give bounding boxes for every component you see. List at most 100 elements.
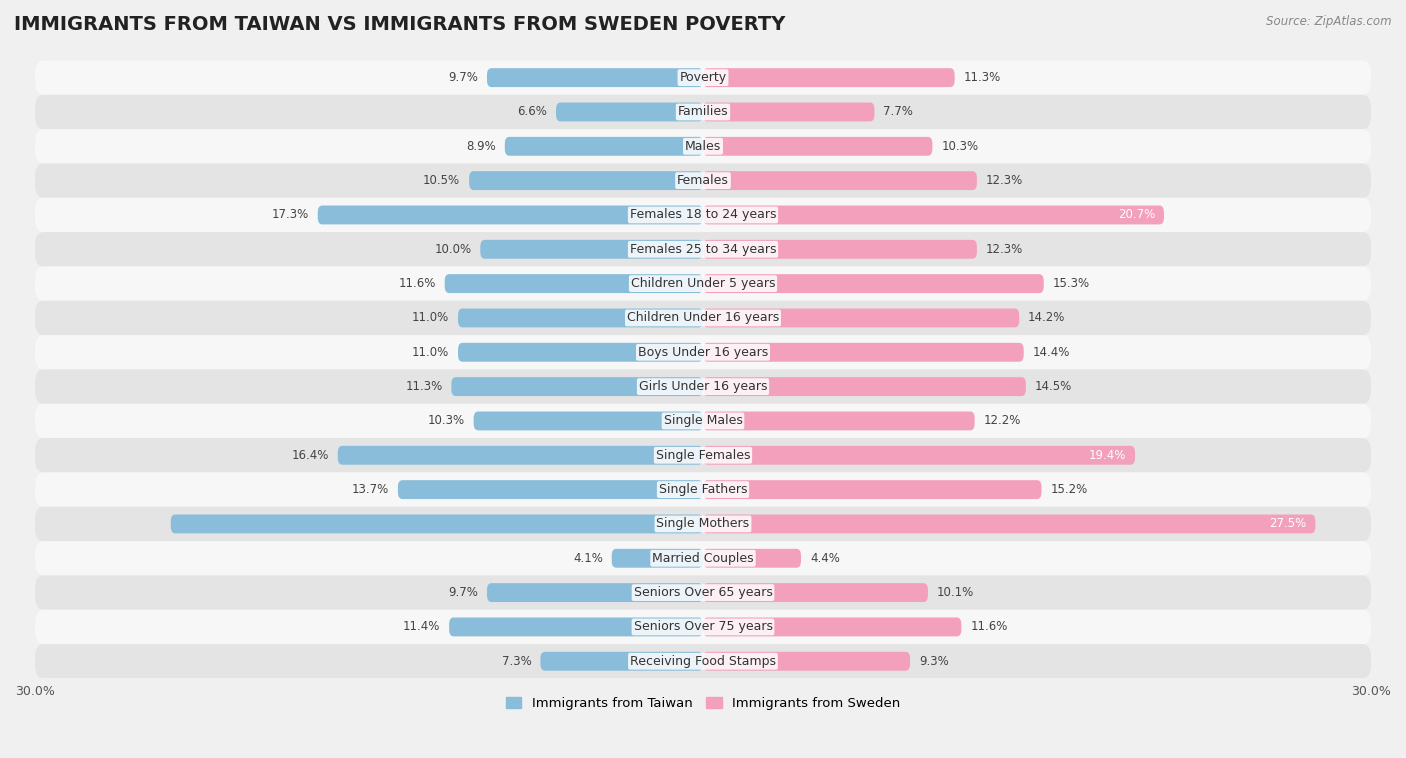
Text: 17.3%: 17.3%	[271, 208, 309, 221]
FancyBboxPatch shape	[35, 232, 1371, 267]
Text: Children Under 5 years: Children Under 5 years	[631, 277, 775, 290]
Text: 10.3%: 10.3%	[427, 415, 465, 428]
Text: 4.1%: 4.1%	[572, 552, 603, 565]
Text: Females: Females	[678, 174, 728, 187]
FancyBboxPatch shape	[35, 198, 1371, 232]
FancyBboxPatch shape	[540, 652, 703, 671]
FancyBboxPatch shape	[555, 102, 703, 121]
FancyBboxPatch shape	[35, 95, 1371, 129]
Text: 12.3%: 12.3%	[986, 174, 1024, 187]
FancyBboxPatch shape	[703, 549, 801, 568]
Text: Families: Families	[678, 105, 728, 118]
Text: 11.6%: 11.6%	[970, 621, 1008, 634]
Text: Single Males: Single Males	[664, 415, 742, 428]
FancyBboxPatch shape	[398, 480, 703, 499]
Text: 7.3%: 7.3%	[502, 655, 531, 668]
FancyBboxPatch shape	[35, 129, 1371, 164]
Text: IMMIGRANTS FROM TAIWAN VS IMMIGRANTS FROM SWEDEN POVERTY: IMMIGRANTS FROM TAIWAN VS IMMIGRANTS FRO…	[14, 15, 786, 34]
Text: 15.3%: 15.3%	[1053, 277, 1090, 290]
FancyBboxPatch shape	[444, 274, 703, 293]
FancyBboxPatch shape	[703, 205, 1164, 224]
FancyBboxPatch shape	[703, 343, 1024, 362]
Text: 10.5%: 10.5%	[423, 174, 460, 187]
FancyBboxPatch shape	[703, 652, 910, 671]
FancyBboxPatch shape	[703, 480, 1042, 499]
FancyBboxPatch shape	[505, 137, 703, 155]
Text: Poverty: Poverty	[679, 71, 727, 84]
Text: Females 18 to 24 years: Females 18 to 24 years	[630, 208, 776, 221]
Text: 19.4%: 19.4%	[1088, 449, 1126, 462]
FancyBboxPatch shape	[35, 267, 1371, 301]
FancyBboxPatch shape	[35, 541, 1371, 575]
FancyBboxPatch shape	[35, 609, 1371, 644]
FancyBboxPatch shape	[35, 472, 1371, 507]
Text: 10.1%: 10.1%	[936, 586, 974, 599]
FancyBboxPatch shape	[35, 404, 1371, 438]
FancyBboxPatch shape	[35, 507, 1371, 541]
Text: 13.7%: 13.7%	[352, 483, 389, 496]
Text: Boys Under 16 years: Boys Under 16 years	[638, 346, 768, 359]
FancyBboxPatch shape	[451, 377, 703, 396]
Text: Males: Males	[685, 139, 721, 153]
FancyBboxPatch shape	[703, 377, 1026, 396]
FancyBboxPatch shape	[481, 240, 703, 258]
FancyBboxPatch shape	[703, 618, 962, 637]
FancyBboxPatch shape	[35, 644, 1371, 678]
Text: 12.2%: 12.2%	[984, 415, 1021, 428]
FancyBboxPatch shape	[703, 309, 1019, 327]
FancyBboxPatch shape	[703, 68, 955, 87]
Text: 11.3%: 11.3%	[405, 380, 443, 393]
FancyBboxPatch shape	[703, 412, 974, 431]
Text: Receiving Food Stamps: Receiving Food Stamps	[630, 655, 776, 668]
Text: Seniors Over 75 years: Seniors Over 75 years	[634, 621, 772, 634]
FancyBboxPatch shape	[318, 205, 703, 224]
FancyBboxPatch shape	[474, 412, 703, 431]
Text: 14.2%: 14.2%	[1028, 312, 1066, 324]
FancyBboxPatch shape	[703, 137, 932, 155]
FancyBboxPatch shape	[35, 164, 1371, 198]
FancyBboxPatch shape	[703, 583, 928, 602]
Text: 6.6%: 6.6%	[517, 105, 547, 118]
Text: Seniors Over 65 years: Seniors Over 65 years	[634, 586, 772, 599]
Text: Source: ZipAtlas.com: Source: ZipAtlas.com	[1267, 15, 1392, 28]
Text: Married Couples: Married Couples	[652, 552, 754, 565]
Text: 14.4%: 14.4%	[1032, 346, 1070, 359]
FancyBboxPatch shape	[170, 515, 703, 534]
FancyBboxPatch shape	[35, 575, 1371, 609]
FancyBboxPatch shape	[703, 171, 977, 190]
Text: Females 25 to 34 years: Females 25 to 34 years	[630, 243, 776, 255]
Text: 11.0%: 11.0%	[412, 312, 449, 324]
Text: 11.4%: 11.4%	[404, 621, 440, 634]
FancyBboxPatch shape	[35, 61, 1371, 95]
FancyBboxPatch shape	[703, 274, 1043, 293]
Text: 12.3%: 12.3%	[986, 243, 1024, 255]
Legend: Immigrants from Taiwan, Immigrants from Sweden: Immigrants from Taiwan, Immigrants from …	[501, 691, 905, 715]
Text: 14.5%: 14.5%	[1035, 380, 1071, 393]
Text: 4.4%: 4.4%	[810, 552, 839, 565]
FancyBboxPatch shape	[486, 583, 703, 602]
Text: 23.9%: 23.9%	[657, 518, 695, 531]
Text: 9.7%: 9.7%	[449, 71, 478, 84]
Text: 9.3%: 9.3%	[920, 655, 949, 668]
Text: Single Mothers: Single Mothers	[657, 518, 749, 531]
Text: 8.9%: 8.9%	[467, 139, 496, 153]
FancyBboxPatch shape	[458, 343, 703, 362]
FancyBboxPatch shape	[612, 549, 703, 568]
Text: 9.7%: 9.7%	[449, 586, 478, 599]
Text: Single Fathers: Single Fathers	[659, 483, 747, 496]
FancyBboxPatch shape	[35, 335, 1371, 369]
Text: 11.3%: 11.3%	[963, 71, 1001, 84]
FancyBboxPatch shape	[35, 301, 1371, 335]
Text: 27.5%: 27.5%	[1270, 518, 1306, 531]
FancyBboxPatch shape	[337, 446, 703, 465]
FancyBboxPatch shape	[703, 240, 977, 258]
FancyBboxPatch shape	[703, 446, 1135, 465]
Text: 10.3%: 10.3%	[941, 139, 979, 153]
FancyBboxPatch shape	[449, 618, 703, 637]
Text: 10.0%: 10.0%	[434, 243, 471, 255]
FancyBboxPatch shape	[486, 68, 703, 87]
Text: Children Under 16 years: Children Under 16 years	[627, 312, 779, 324]
FancyBboxPatch shape	[470, 171, 703, 190]
Text: 15.2%: 15.2%	[1050, 483, 1088, 496]
FancyBboxPatch shape	[703, 102, 875, 121]
